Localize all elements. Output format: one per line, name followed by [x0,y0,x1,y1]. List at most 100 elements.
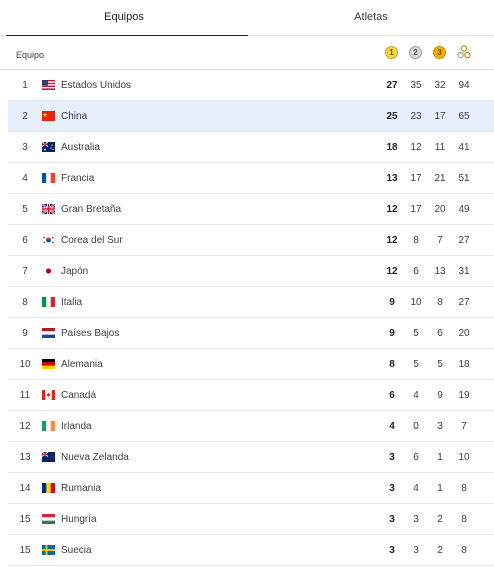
rank: 6 [22,235,28,246]
rank: 12 [19,421,31,432]
table-row[interactable]: 1 Estados Unidos 27 35 32 94 [8,70,494,101]
silver-count: 6 [413,452,419,463]
table-row[interactable]: 13 Nueva Zelanda 3 6 1 10 [8,442,494,473]
bronze-medal-icon: 3 [433,46,446,59]
gold-count: 12 [386,235,398,246]
total-count: 27 [458,297,470,308]
gold-count: 4 [389,421,395,432]
australia-flag-icon [42,142,55,152]
rank: 1 [22,80,28,91]
team-name: Canadá [61,390,97,401]
table-row[interactable]: 12 Irlanda 4 0 3 7 [8,411,494,442]
france-flag-icon [42,173,55,183]
table-header: Equipo 1 2 3 [0,36,494,70]
tab-bar: Equipos Atletas [0,0,494,36]
bronze-count: 1 [437,452,443,463]
silver-count: 8 [413,235,419,246]
rank: 3 [22,142,28,153]
rank: 13 [19,452,31,463]
rank: 2 [22,111,28,122]
italy-flag-icon [42,297,55,307]
silver-count: 6 [413,266,419,277]
medal-table: 1 Estados Unidos 27 35 32 94 2 China 25 23 17 65 3 Au… [0,70,494,566]
silver-count: 5 [413,359,419,370]
china-flag-icon [42,111,55,121]
gold-medal-icon: 1 [385,46,398,59]
silver-medal-icon: 2 [409,46,422,59]
table-row[interactable]: 15 Suecia 3 3 2 8 [8,535,494,566]
table-row[interactable]: 15 Hungría 3 3 2 8 [8,504,494,535]
ireland-flag-icon [42,421,55,431]
rank: 5 [22,204,28,215]
bronze-count: 3 [437,421,443,432]
table-row[interactable]: 9 Países Bajos 9 5 6 20 [8,318,494,349]
uk-flag-icon [42,204,55,214]
table-row[interactable]: 11 Canadá 6 4 9 19 [8,380,494,411]
gold-count: 13 [386,173,398,184]
team-name: Rumania [61,483,102,494]
gold-count: 27 [386,80,398,91]
bronze-count: 1 [437,483,443,494]
team-name: Suecia [61,545,92,556]
silver-count: 35 [410,80,422,91]
gold-count: 12 [386,266,398,277]
table-row[interactable]: 8 Italia 9 10 8 27 [8,287,494,318]
team-name: Hungría [61,514,97,525]
bronze-count: 20 [434,204,446,215]
table-row[interactable]: 2 China 25 23 17 65 [8,101,494,132]
rank: 10 [19,359,31,370]
romania-flag-icon [42,483,55,493]
gold-count: 9 [389,297,395,308]
total-medals-icon [457,45,471,59]
table-row[interactable]: 14 Rumania 3 4 1 8 [8,473,494,504]
gold-count: 18 [386,142,398,153]
rank: 7 [22,266,28,277]
bronze-count: 13 [434,266,446,277]
total-count: 27 [458,235,470,246]
team-name: Gran Bretaña [61,204,122,215]
gold-count: 3 [389,514,395,525]
total-count: 18 [458,359,470,370]
silver-count: 4 [413,390,419,401]
netherlands-flag-icon [42,328,55,338]
silver-count: 12 [410,142,422,153]
total-count: 65 [458,111,470,122]
bronze-count: 2 [437,514,443,525]
table-row[interactable]: 5 Gran Bretaña 12 17 20 49 [8,194,494,225]
team-name: Estados Unidos [61,80,132,91]
rank: 9 [22,328,28,339]
total-count: 20 [458,328,470,339]
gold-count: 3 [389,452,395,463]
team-name: Irlanda [61,421,92,432]
gold-count: 9 [389,328,395,339]
rank: 14 [19,483,31,494]
bronze-count: 32 [434,80,446,91]
team-name: Nueva Zelanda [61,452,129,463]
tab-atletas[interactable]: Atletas [354,11,388,23]
silver-count: 3 [413,514,419,525]
tab-equipos[interactable]: Equipos [0,0,248,35]
table-row[interactable]: 3 Australia 18 12 11 41 [8,132,494,163]
bronze-count: 8 [437,297,443,308]
table-row[interactable]: 6 Corea del Sur 12 8 7 27 [8,225,494,256]
bronze-count: 7 [437,235,443,246]
japan-flag-icon [42,266,55,276]
team-name: Alemania [61,359,103,370]
bronze-count: 9 [437,390,443,401]
silver-count: 17 [410,173,422,184]
bronze-count: 21 [434,173,446,184]
table-row[interactable]: 10 Alemania 8 5 5 18 [8,349,494,380]
team-column-header: Equipo [16,50,45,60]
total-count: 49 [458,204,470,215]
gold-count: 3 [389,483,395,494]
silver-count: 10 [410,297,422,308]
silver-count: 0 [413,421,419,432]
silver-count: 4 [413,483,419,494]
table-row[interactable]: 4 Francia 13 17 21 51 [8,163,494,194]
total-count: 51 [458,173,470,184]
bronze-count: 5 [437,359,443,370]
rank: 15 [19,545,31,556]
table-row[interactable]: 7 Japón 12 6 13 31 [8,256,494,287]
usa-flag-icon [42,80,55,90]
gold-count: 12 [386,204,398,215]
